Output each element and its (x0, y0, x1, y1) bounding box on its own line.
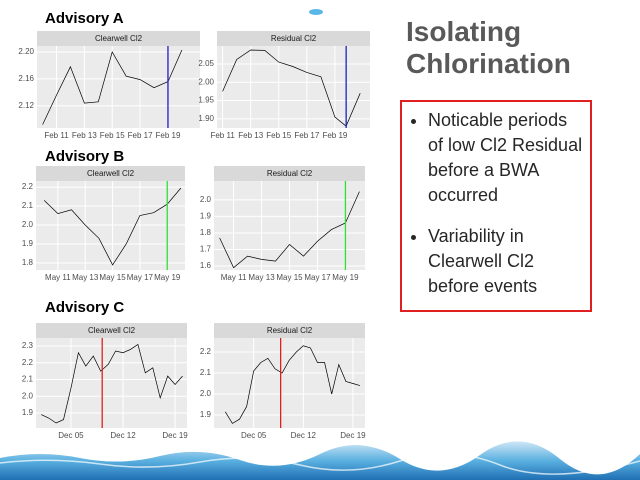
y-tick-label: 1.90 (198, 114, 214, 123)
x-tick-label: Feb 17 (294, 131, 319, 140)
x-tick-label: Dec 19 (340, 431, 366, 440)
strip (36, 323, 187, 338)
y-tick-label: 2.0 (22, 391, 34, 400)
y-tick-label: 2.0 (200, 195, 212, 204)
y-tick-label: 1.6 (200, 261, 212, 270)
y-tick-label: 2.20 (18, 47, 34, 56)
x-tick-label: Dec 12 (291, 431, 317, 440)
panel-title: Clearwell Cl2 (95, 34, 143, 43)
x-tick-label: May 11 (45, 273, 71, 282)
x-tick-label: Dec 05 (58, 431, 84, 440)
slide-title: Isolating Chlorination (406, 16, 571, 79)
x-tick-label: Feb 19 (322, 131, 347, 140)
x-tick-label: Feb 19 (156, 131, 181, 140)
y-tick-label: 2.2 (200, 347, 212, 356)
data-line (41, 343, 183, 424)
x-tick-label: Feb 15 (266, 131, 291, 140)
y-tick-label: 1.95 (198, 96, 214, 105)
y-tick-label: 1.7 (200, 245, 212, 254)
strip (214, 166, 365, 181)
data-line (222, 49, 361, 127)
bullet-box: Noticable periods of low Cl2 Residual be… (400, 100, 592, 312)
x-tick-label: Feb 15 (100, 131, 125, 140)
panel-title: Clearwell Cl2 (87, 169, 135, 178)
x-tick-label: May 19 (332, 273, 359, 282)
x-tick-label: May 17 (304, 273, 331, 282)
x-tick-label: Dec 12 (110, 431, 136, 440)
x-tick-label: Feb 13 (72, 131, 97, 140)
x-tick-label: Feb 11 (44, 131, 69, 140)
panel-title: Residual Cl2 (267, 169, 313, 178)
section-label: Advisory A (45, 10, 124, 27)
x-tick-label: Feb 11 (210, 131, 235, 140)
plot-area (214, 338, 365, 428)
y-tick-label: 2.00 (198, 77, 214, 86)
strip (37, 31, 200, 46)
y-tick-label: 2.2 (22, 182, 34, 191)
wave-crest (0, 453, 640, 475)
y-tick-label: 2.05 (198, 59, 214, 68)
y-tick-label: 1.9 (22, 408, 34, 417)
x-tick-label: May 15 (276, 273, 303, 282)
strip (217, 31, 370, 46)
splash (309, 9, 323, 15)
y-tick-label: 1.9 (22, 239, 34, 248)
y-tick-label: 2.1 (22, 375, 34, 384)
x-tick-label: Dec 05 (241, 431, 267, 440)
x-tick-label: Dec 19 (162, 431, 188, 440)
plot-area (217, 46, 370, 128)
y-tick-label: 2.3 (22, 341, 34, 350)
y-tick-label: 1.9 (200, 410, 212, 419)
y-tick-label: 2.2 (22, 358, 34, 367)
panel-title: Clearwell Cl2 (88, 326, 136, 335)
x-tick-label: May 19 (154, 273, 181, 282)
data-line (42, 49, 183, 125)
x-tick-label: Feb 17 (128, 131, 153, 140)
y-tick-label: 2.0 (200, 389, 212, 398)
strip (214, 323, 365, 338)
section-label: Advisory C (45, 299, 125, 316)
y-tick-label: 1.8 (200, 228, 212, 237)
y-tick-label: 1.9 (200, 212, 212, 221)
section-label: Advisory B (45, 148, 125, 165)
y-tick-label: 2.16 (18, 74, 34, 83)
strip (36, 166, 185, 181)
x-tick-label: May 11 (221, 273, 247, 282)
y-tick-label: 2.1 (200, 368, 212, 377)
x-tick-label: May 13 (248, 273, 275, 282)
water-wave (0, 441, 640, 480)
x-tick-label: May 13 (72, 273, 99, 282)
bullet: Variability in Clearwell Cl2 before even… (428, 224, 584, 299)
x-tick-label: May 15 (99, 273, 126, 282)
panel-title: Residual Cl2 (271, 34, 317, 43)
plot-area (37, 46, 200, 128)
y-tick-label: 1.8 (22, 258, 34, 267)
bullet: Noticable periods of low Cl2 Residual be… (428, 108, 584, 208)
data-line (219, 191, 360, 269)
data-line (225, 345, 361, 424)
panel-title: Residual Cl2 (267, 326, 313, 335)
x-tick-label: May 17 (127, 273, 154, 282)
y-tick-label: 2.12 (18, 101, 34, 110)
data-line (43, 187, 182, 266)
bullet-list: Noticable periods of low Cl2 Residual be… (402, 102, 590, 299)
x-tick-label: Feb 13 (238, 131, 263, 140)
plot-area (36, 338, 187, 428)
y-tick-label: 2.1 (22, 201, 34, 210)
y-tick-label: 2.0 (22, 220, 34, 229)
